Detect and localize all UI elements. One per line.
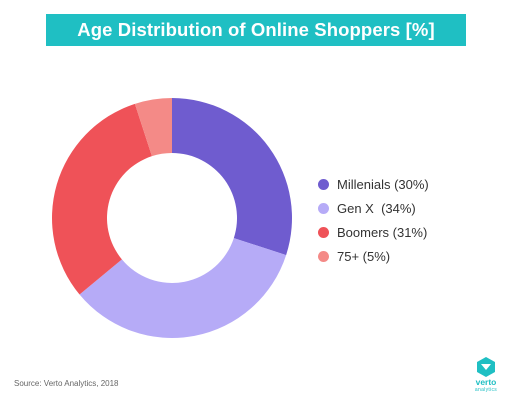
- source-note: Source: Verto Analytics, 2018: [14, 379, 119, 388]
- chart-legend: Millenials (30%) Gen X (34%) Boomers (31…: [318, 173, 429, 269]
- logo-name: verto: [475, 377, 497, 387]
- donut-slice-millenials: [172, 98, 292, 256]
- donut-slice-boomers: [51, 103, 152, 295]
- legend-swatch-millenials: [318, 178, 329, 190]
- legend-label-gen-x: Gen X (34%): [337, 200, 416, 216]
- legend-label-millenials: Millenials (30%): [337, 176, 429, 192]
- legend-item-millenials: Millenials (30%): [318, 173, 429, 195]
- legend-swatch-75-plus: [318, 250, 329, 262]
- verto-logo-icon: [477, 357, 495, 377]
- logo-subtitle: analytics: [474, 387, 498, 393]
- legend-label-75-plus: 75+ (5%): [337, 248, 391, 264]
- verto-logo: verto analytics: [469, 356, 503, 398]
- donut-slice-75-plus: [134, 98, 172, 157]
- chart-title: Age Distribution of Online Shoppers [%]: [77, 19, 435, 40]
- legend-label-boomers: Boomers (31%): [337, 224, 428, 240]
- legend-item-gen-x: Gen X (34%): [318, 197, 429, 219]
- chart-title-bar: Age Distribution of Online Shoppers [%]: [46, 14, 466, 46]
- donut-slice-gen-x: [79, 238, 287, 339]
- legend-item-boomers: Boomers (31%): [318, 221, 429, 243]
- legend-swatch-gen-x: [318, 202, 329, 214]
- legend-swatch-boomers: [318, 226, 329, 238]
- legend-item-75-plus: 75+ (5%): [318, 245, 429, 267]
